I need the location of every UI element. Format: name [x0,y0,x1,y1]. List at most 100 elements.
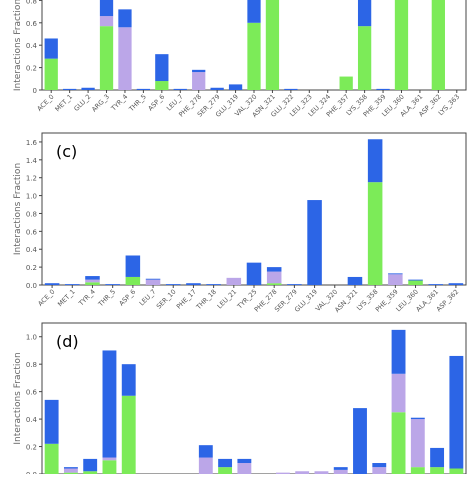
bar-hydrophobic-PHE_357 [339,76,353,90]
bar-h-bond-c10 [218,458,233,468]
bar-hydrophobic-c5 [121,395,136,474]
bar-water-bridge-c19 [391,373,406,413]
y-tick-label: 0.6 [26,228,38,236]
bar-h-bond-SER_279 [210,87,224,90]
bar-hydrophobic-TYR_4 [85,282,100,285]
bar-h-bond-GLU_2 [81,87,95,90]
bar-hydrophobic-ASN_321 [265,0,280,90]
bar-water-bridge-c15 [314,471,329,474]
x-tick-label: TYR_4 [76,288,96,308]
bar-water-bridge-ARG_3 [99,16,114,27]
bar-h-bond-c3 [83,458,98,472]
bar-h-bond-c9 [198,445,213,458]
bar-h-bond-c21 [430,447,445,468]
bar-h-bond-c5 [121,364,136,396]
chart-panel-1: 00.20.40.60.81Interactions FractionACE_0… [13,0,467,119]
bar-hydrophobic-ASP_6 [155,81,169,90]
bar-h-bond-MET_1 [65,284,80,285]
bar-h-bond-TYR_25 [246,262,262,285]
bar-h-bond-c16 [333,467,348,470]
bar-water-bridge-c13 [275,472,290,474]
y-tick-label: 0.8 [26,0,37,5]
bar-water-bridge-LEU_21 [226,277,242,285]
bar-hydrophobic-c4 [102,460,117,474]
chart-panel-2: 0.0 0.2 0.4 0.6 0.8 1.0 1.2 1.4 1.6 Interactions … [13,132,467,314]
y-axis-label: Interactions Fraction [13,352,23,444]
bar-h-bond-PHE_17 [186,283,201,285]
bar-hydrophobic-c20 [410,467,425,474]
bar-h-bond-ALA_361 [428,284,443,285]
x-tick-label: ASP_6 [147,93,167,113]
x-tick-label: PHE_17 [175,288,198,311]
x-tick-label: ASP_6 [118,288,138,308]
bar-water-bridge-c2 [63,468,78,473]
x-tick-label: ARG_3 [90,93,111,114]
x-tick-label: LEU_21 [216,288,239,311]
bar-water-bridge-PHE_278 [192,72,206,90]
bar-h-bond-ACE_0 [44,38,58,59]
bar-h-bond-PHE_359 [388,273,403,275]
bar-h-bond-c18 [372,463,387,468]
bar-h-bond-c4 [102,350,117,458]
bar-h-bond-GLU_319 [228,84,243,90]
bar-hydrophobic-ASP_362 [431,0,445,90]
bar-water-bridge-c18 [372,467,387,474]
bar-water-bridge-c4 [102,457,117,461]
bar-h-bond-TYR_4 [85,276,100,280]
y-tick-label: 0.0 [26,282,37,290]
bar-water-bridge-c14 [295,471,310,474]
bar-h-bond-c22 [449,355,464,469]
bar-hydrophobic-c1 [44,443,59,474]
bar-hydrophobic-ACE_0 [44,58,58,90]
x-tick-label: ASP_362 [435,288,461,314]
y-tick-label: 0.4 [26,246,38,254]
y-tick-label: 1.0 [26,193,37,201]
bar-h-bond-LYS_358 [357,0,372,27]
bar-h-bond-GLU_322 [284,88,298,90]
bar-water-bridge-c16 [333,469,348,474]
y-tick-label: 0.8 [26,210,37,218]
bar-hydrophobic-ARG_3 [99,26,114,90]
x-tick-label: MET_1 [54,93,75,114]
bar-h-bond-PHE_359 [376,88,390,90]
bar-water-bridge-LEU_7 [145,279,161,285]
bar-h-bond-ARG_3 [99,0,114,17]
bar-water-bridge-TYR_4 [85,279,100,283]
x-tick-label: ACE_0 [36,288,56,308]
bar-h-bond-c1 [44,399,59,444]
bar-h-bond-c17 [353,408,367,474]
y-tick-label: 0.6 [26,20,38,28]
bar-h-bond-ASP_6 [125,255,141,277]
y-tick-label: 0.2 [26,444,37,452]
bar-h-bond-c19 [391,329,406,374]
bar-h-bond-SER_10 [165,284,181,285]
x-tick-label: THR_18 [194,288,218,312]
bar-h-bond-LYS_358 [367,139,383,183]
y-tick-label: 0.4 [26,416,38,424]
bar-h-bond-PHE_278 [266,267,282,272]
bar-hydrophobic-ASP_6 [125,276,141,285]
bar-h-bond-LEU_360 [408,279,423,281]
x-tick-label: SER_10 [155,288,178,311]
bar-water-bridge-c9 [198,457,213,474]
bar-h-bond-ASN_321 [347,276,363,285]
bar-h-bond-PHE_278 [192,69,206,73]
bar-hydrophobic-PHE_278 [266,283,282,285]
x-tick-label: MET_1 [56,288,77,309]
bar-water-bridge-TYR_4 [118,27,132,91]
x-tick-label: GLU_2 [72,93,92,113]
y-tick-label: 1.4 [26,157,38,165]
bar-h-bond-ASP_362 [448,283,464,285]
y-axis-label: Interactions Fraction [13,163,23,255]
y-tick-label: 1.6 [26,139,38,147]
y-tick-label: 0.2 [26,264,37,272]
bar-h-bond-ACE_0 [44,283,60,285]
bar-h-bond-THR_5 [136,88,151,90]
bar-h-bond-GLU_319 [307,200,322,285]
x-tick-label: ACE_0 [36,93,56,113]
y-tick-label: 0.6 [26,389,38,397]
plot-frame [41,132,467,286]
